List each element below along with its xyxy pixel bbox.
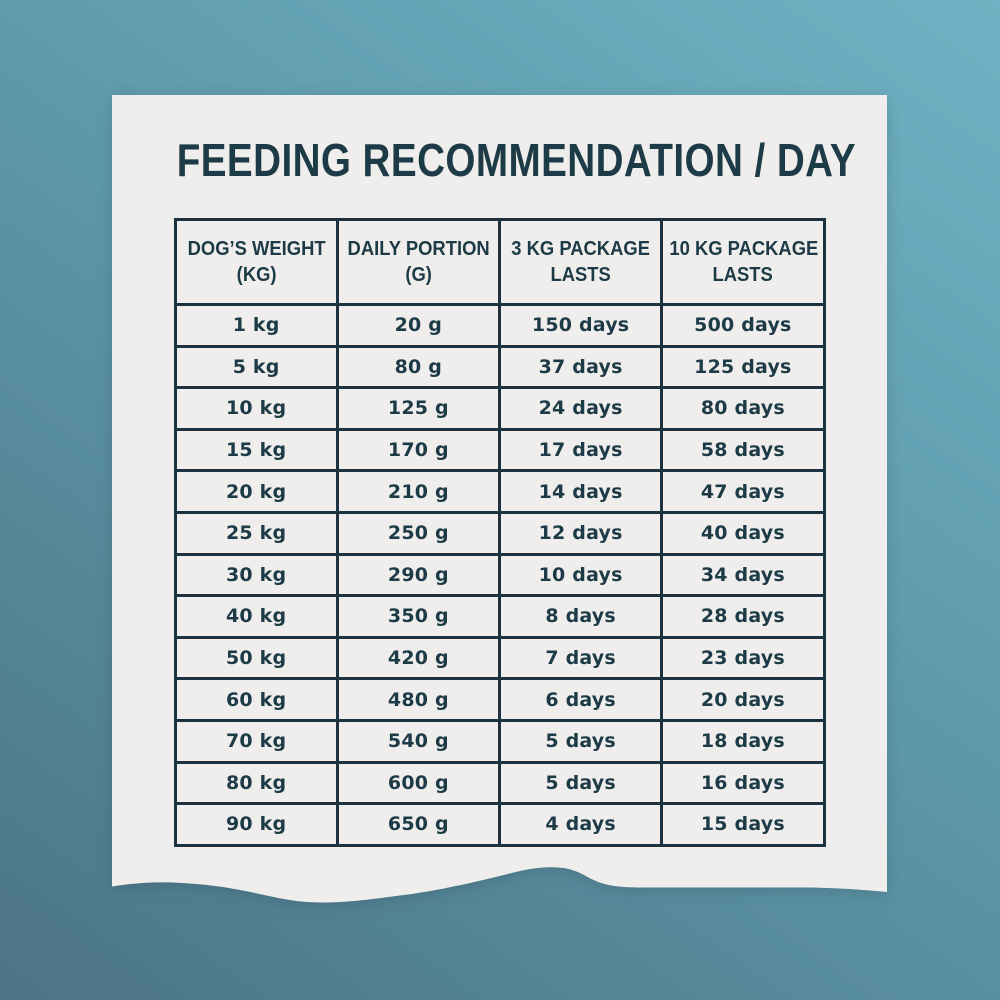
header-line: DOG’S WEIGHT (187, 238, 326, 260)
page-title-text: FEEDING RECOMMENDATION / DAY (176, 134, 857, 186)
weight-cell: 10 kg (173, 386, 339, 431)
header-cell-dogs-weight: DOG’S WEIGHT (KG) (173, 218, 339, 306)
lasts-10kg-cell: 18 days (660, 718, 826, 764)
portion-cell: 600 g (335, 760, 502, 806)
header-line: 10 KG PACKAGE (669, 238, 819, 260)
table-row: 25 kg 250 g 12 days 40 days (173, 510, 826, 556)
portion-cell: 250 g (335, 510, 502, 556)
lasts-10kg-cell: 34 days (660, 552, 826, 598)
lasts-3kg-cell: 8 days (497, 594, 664, 639)
lasts-10kg-cell: 80 days (660, 386, 826, 431)
portion-cell: 20 g (335, 303, 502, 348)
weight-cell: 80 kg (173, 760, 339, 806)
table-row: 30 kg 290 g 10 days 34 days (173, 552, 826, 598)
lasts-10kg-cell: 28 days (660, 594, 826, 639)
weight-cell: 25 kg (173, 510, 339, 556)
lasts-10kg-cell: 20 days (660, 677, 826, 722)
lasts-3kg-cell: 6 days (497, 677, 664, 722)
lasts-10kg-cell: 23 days (660, 635, 826, 681)
lasts-3kg-cell: 5 days (497, 760, 664, 806)
lasts-3kg-cell: 14 days (497, 469, 664, 514)
weight-cell: 1 kg (173, 303, 339, 348)
portion-cell: 125 g (335, 386, 502, 431)
lasts-3kg-cell: 12 days (497, 510, 664, 556)
header-cell-daily-portion: DAILY PORTION (G) (335, 218, 502, 306)
lasts-3kg-cell: 37 days (497, 344, 664, 390)
lasts-3kg-cell: 10 days (497, 552, 664, 598)
feeding-card: FEEDING RECOMMENDATION / DAY DOG’S WEIGH… (112, 95, 887, 907)
weight-cell: 5 kg (173, 344, 339, 390)
weight-cell: 30 kg (173, 552, 339, 598)
table-row: 1 kg 20 g 150 days 500 days (173, 303, 826, 348)
portion-cell: 210 g (335, 469, 502, 514)
page-title: FEEDING RECOMMENDATION / DAY (112, 133, 887, 187)
table-header-row: DOG’S WEIGHT (KG) DAILY PORTION (G) 3 KG… (173, 218, 826, 306)
table-row: 40 kg 350 g 8 days 28 days (173, 594, 826, 639)
table-row: 5 kg 80 g 37 days 125 days (173, 344, 826, 390)
lasts-10kg-cell: 47 days (660, 469, 826, 514)
header-line: (KG) (236, 264, 277, 286)
portion-cell: 650 g (335, 802, 502, 847)
portion-cell: 420 g (335, 635, 502, 681)
lasts-3kg-cell: 17 days (497, 427, 664, 473)
header-cell-10kg-package: 10 KG PACKAGE LASTS (660, 218, 826, 306)
portion-cell: 350 g (335, 594, 502, 639)
lasts-10kg-cell: 16 days (660, 760, 826, 806)
lasts-3kg-cell: 24 days (497, 386, 664, 431)
portion-cell: 170 g (335, 427, 502, 473)
table-row: 20 kg 210 g 14 days 47 days (173, 469, 826, 514)
header-line: (G) (405, 264, 432, 286)
lasts-10kg-cell: 40 days (660, 510, 826, 556)
portion-cell: 540 g (335, 718, 502, 764)
weight-cell: 40 kg (173, 594, 339, 639)
weight-cell: 70 kg (173, 718, 339, 764)
weight-cell: 60 kg (173, 677, 339, 722)
lasts-3kg-cell: 5 days (497, 718, 664, 764)
header-cell-3kg-package: 3 KG PACKAGE LASTS (497, 218, 664, 306)
header-line: DAILY PORTION (347, 238, 490, 260)
weight-cell: 15 kg (173, 427, 339, 473)
table-row: 60 kg 480 g 6 days 20 days (173, 677, 826, 722)
portion-cell: 480 g (335, 677, 502, 722)
lasts-3kg-cell: 150 days (497, 303, 664, 348)
header-line: LASTS (712, 264, 774, 286)
lasts-10kg-cell: 15 days (660, 802, 826, 847)
lasts-10kg-cell: 500 days (660, 303, 826, 348)
torn-paper-wave-edge (112, 867, 887, 903)
weight-cell: 90 kg (173, 802, 339, 847)
weight-cell: 50 kg (173, 635, 339, 681)
portion-cell: 80 g (335, 344, 502, 390)
lasts-10kg-cell: 58 days (660, 427, 826, 473)
portion-cell: 290 g (335, 552, 502, 598)
table-row: 50 kg 420 g 7 days 23 days (173, 635, 826, 681)
feeding-table: DOG’S WEIGHT (KG) DAILY PORTION (G) 3 KG… (173, 218, 826, 847)
weight-cell: 20 kg (173, 469, 339, 514)
table-row: 10 kg 125 g 24 days 80 days (173, 386, 826, 431)
table-row: 15 kg 170 g 17 days 58 days (173, 427, 826, 473)
lasts-3kg-cell: 7 days (497, 635, 664, 681)
header-line: 3 KG PACKAGE (511, 238, 650, 260)
lasts-3kg-cell: 4 days (497, 802, 664, 847)
table-row: 70 kg 540 g 5 days 18 days (173, 718, 826, 764)
feeding-card-body: FEEDING RECOMMENDATION / DAY DOG’S WEIGH… (112, 95, 887, 867)
header-line: LASTS (550, 264, 611, 286)
table-row: 80 kg 600 g 5 days 16 days (173, 760, 826, 806)
lasts-10kg-cell: 125 days (660, 344, 826, 390)
table-row: 90 kg 650 g 4 days 15 days (173, 802, 826, 847)
